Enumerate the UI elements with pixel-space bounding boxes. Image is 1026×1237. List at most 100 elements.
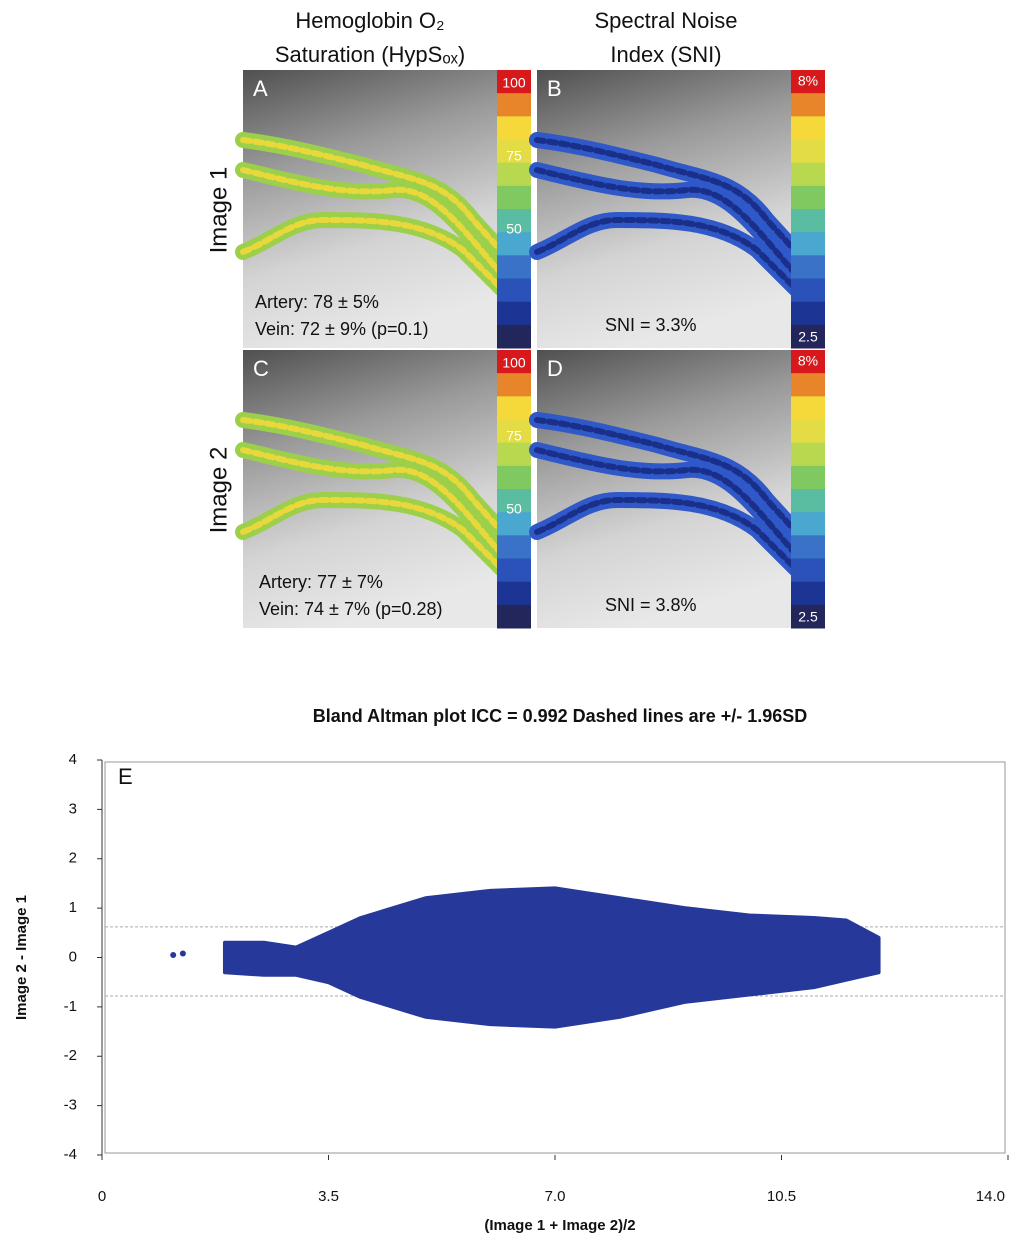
- image-panels: Hemoglobin O₂ Saturation (HypSₒₓ) Spectral…: [205, 8, 825, 629]
- colorbar-step: [791, 70, 825, 94]
- colorbar-step: [497, 419, 531, 444]
- colorbar-step: [497, 116, 531, 140]
- point: [179, 950, 186, 957]
- colorbar-step: [791, 489, 825, 513]
- x-tick-label: 0: [98, 1188, 106, 1205]
- measurement-text: Vein: 74 ± 7% (p=0.28): [259, 599, 443, 619]
- colorbar-step: [791, 116, 825, 140]
- sni-text: SNI = 3.8%: [605, 595, 697, 615]
- colorbar-label: 100: [502, 355, 526, 371]
- panel-image: [537, 70, 825, 348]
- colorbar-step: [497, 558, 531, 583]
- column-header: Hemoglobin O₂: [295, 8, 444, 33]
- colorbar-step: [791, 139, 825, 164]
- y-tick-label: -3: [64, 1097, 77, 1114]
- colorbar-step: [791, 350, 825, 374]
- colorbar-label: 100: [502, 75, 526, 91]
- x-tick-label: 14.0: [976, 1188, 1005, 1205]
- colorbar-step: [791, 512, 825, 536]
- y-tick-label: -2: [64, 1047, 77, 1064]
- colorbar-step: [497, 93, 531, 117]
- y-tick-label: -4: [64, 1146, 77, 1163]
- panel-letter: B: [547, 76, 562, 101]
- image-panel: C 100 75 50 Artery: 77 ± 7% Vein: 74 ± 7% (p=…: [243, 350, 531, 629]
- point: [170, 952, 177, 959]
- colorbar-step: [791, 442, 825, 467]
- colorbar-step: [497, 512, 531, 536]
- image-panel: B 8% 2.5 SNI = 3.3%: [537, 70, 825, 349]
- colorbar-label: 2.5: [798, 329, 818, 345]
- panel-image: [243, 350, 531, 628]
- colorbar-step: [791, 162, 825, 187]
- colorbar: [791, 350, 825, 629]
- image-panel: D 8% 2.5 SNI = 3.8%: [537, 350, 825, 629]
- panel-letter: E: [118, 764, 133, 789]
- colorbar-step: [497, 535, 531, 559]
- colorbar-step: [791, 419, 825, 444]
- colorbar-step: [497, 255, 531, 279]
- colorbar-step: [497, 581, 531, 606]
- sni-text: SNI = 3.3%: [605, 315, 697, 335]
- colorbar-label: 8%: [798, 73, 818, 89]
- panel-letter: C: [253, 356, 269, 381]
- y-tick-label: 3: [69, 800, 77, 817]
- plot-frame: [104, 761, 1006, 1154]
- colorbar-label: 75: [506, 148, 522, 164]
- colorbar-step: [497, 232, 531, 256]
- column-header: Saturation (HypSₒₓ): [275, 42, 465, 67]
- panel-image: [243, 70, 531, 348]
- x-tick-label: 7.0: [545, 1188, 566, 1205]
- colorbar-step: [791, 209, 825, 233]
- colorbar-step: [791, 232, 825, 256]
- measurement-text: Artery: 78 ± 5%: [255, 292, 379, 312]
- point-cloud: [222, 886, 881, 1029]
- y-tick-label: 0: [69, 948, 77, 965]
- colorbar-step: [791, 278, 825, 303]
- colorbar-step: [791, 558, 825, 583]
- colorbar-step: [497, 396, 531, 420]
- chart-title: Bland Altman plot ICC = 0.992 Dashed lin…: [313, 706, 808, 726]
- y-axis-label: Image 2 - Image 1: [13, 895, 30, 1020]
- y-tick-label: -1: [64, 998, 77, 1015]
- panel-letter: D: [547, 356, 563, 381]
- colorbar-step: [497, 209, 531, 233]
- colorbar-label: 8%: [798, 353, 818, 369]
- colorbar-step: [791, 324, 825, 349]
- colorbar-step: [497, 278, 531, 303]
- panel-image: [537, 350, 825, 628]
- colorbar-step: [791, 396, 825, 420]
- colorbar-step: [497, 489, 531, 513]
- row-label: Image 2: [205, 447, 232, 534]
- colorbar-step: [497, 373, 531, 397]
- colorbar-step: [497, 185, 531, 210]
- colorbar: [497, 350, 531, 629]
- colorbar-step: [497, 301, 531, 326]
- colorbar-step: [791, 301, 825, 326]
- colorbar-step: [497, 139, 531, 164]
- colorbar-step: [791, 185, 825, 210]
- colorbar-label: 50: [506, 221, 522, 237]
- colorbar-label: 75: [506, 428, 522, 444]
- colorbar-step: [497, 70, 531, 94]
- measurement-text: Artery: 77 ± 7%: [259, 572, 383, 592]
- colorbar-step: [791, 465, 825, 490]
- x-tick-label: 10.5: [767, 1188, 796, 1205]
- measurement-text: Vein: 72 ± 9% (p=0.1): [255, 319, 429, 339]
- colorbar-step: [791, 581, 825, 606]
- colorbar-step: [791, 535, 825, 559]
- colorbar-step: [497, 350, 531, 374]
- colorbar-step: [791, 93, 825, 117]
- row-label: Image 1: [205, 167, 232, 254]
- image-panel: A 100 75 50 Artery: 78 ± 5% Vein: 72 ± 9% (p=…: [243, 70, 531, 349]
- y-tick-label: 2: [69, 850, 77, 867]
- colorbar: [497, 70, 531, 349]
- panel-letter: A: [253, 76, 268, 101]
- colorbar-step: [791, 373, 825, 397]
- colorbar-label: 50: [506, 501, 522, 517]
- colorbar: [791, 70, 825, 349]
- colorbar-step: [791, 604, 825, 629]
- colorbar-label: 2.5: [798, 609, 818, 625]
- colorbar-step: [497, 162, 531, 187]
